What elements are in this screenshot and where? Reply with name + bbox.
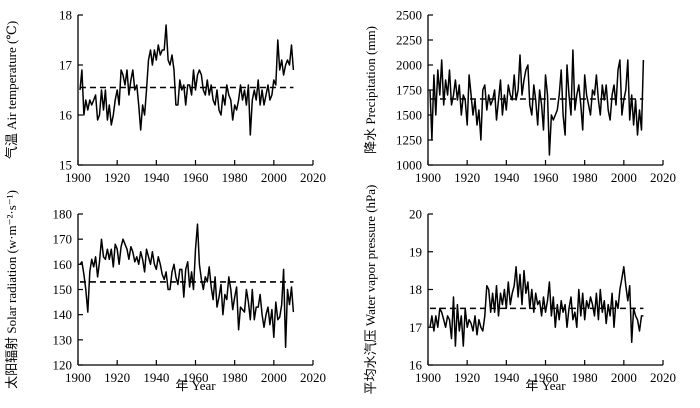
chart-panel-3: 120 130 140 150 160 170 180 1900 1920 1940 1960 198… — [4, 190, 326, 393]
x-tick-label: 1960 — [533, 370, 559, 385]
x-tick-label: 1940 — [143, 370, 169, 385]
x-tick-label: 1940 — [493, 170, 519, 185]
x-tick-label: 2020 — [650, 170, 676, 185]
y-tick-label: 17 — [59, 58, 73, 73]
x-tick-label: 1960 — [533, 170, 559, 185]
y-tick-label: 17 — [409, 320, 423, 335]
y-tick-label: 2500 — [396, 8, 422, 23]
x-tick-label: 1900 — [65, 370, 91, 385]
y-axis-label: 太阳辐射 Solar radiation (w·m⁻²·s⁻¹) — [4, 190, 19, 389]
x-tick-label: 1960 — [183, 370, 209, 385]
x-tick-label: 2000 — [261, 370, 287, 385]
x-tick-label: 1980 — [572, 370, 598, 385]
x-tick-label: 1960 — [183, 170, 209, 185]
y-tick-label: 130 — [53, 332, 73, 347]
y-tick-label: 180 — [53, 207, 73, 222]
y-tick-label: 170 — [53, 232, 73, 247]
series-line — [79, 24, 295, 136]
x-tick-label: 2000 — [261, 170, 287, 185]
y-tick-label: 16 — [59, 108, 73, 123]
y-axis-label: 平均水汽压 Water vapor pressure (hPa) — [363, 185, 378, 395]
y-tick-label: 1250 — [396, 133, 422, 148]
y-axis-label: 气温 Air temperature (℃) — [4, 21, 19, 159]
y-tick-label: 20 — [409, 207, 422, 222]
y-tick-label: 2250 — [396, 33, 422, 48]
x-tick-label: 1900 — [415, 370, 441, 385]
x-tick-label: 1980 — [222, 370, 248, 385]
x-tick-label: 2020 — [300, 170, 326, 185]
y-tick-label: 19 — [409, 244, 422, 259]
series-line — [429, 266, 644, 347]
chart-panel-2: 1000 1250 1500 1750 2000 2250 2500 1900 1920 1940… — [363, 8, 676, 186]
x-axis-label: 年 Year — [525, 378, 566, 393]
x-tick-label: 2020 — [300, 370, 326, 385]
y-tick-label: 16 — [409, 358, 423, 373]
series-line — [79, 223, 295, 349]
y-axis-label: 降水 Precipitation (mm) — [363, 26, 378, 154]
x-tick-label: 1900 — [415, 170, 441, 185]
x-tick-label: 1980 — [222, 170, 248, 185]
x-tick-label: 1900 — [65, 170, 91, 185]
chart-panel-1: 15 16 17 18 1900 1920 1940 1960 1980 2000 2020 气温 A… — [4, 8, 326, 186]
y-tick-label: 15 — [59, 158, 72, 173]
y-tick-label: 1000 — [396, 158, 422, 173]
x-tick-label: 2020 — [650, 370, 676, 385]
y-tick-label: 150 — [53, 282, 73, 297]
y-tick-label: 120 — [53, 358, 73, 373]
y-tick-label: 1750 — [396, 83, 422, 98]
x-tick-label: 1940 — [143, 170, 169, 185]
y-tick-label: 2000 — [396, 58, 422, 73]
y-tick-label: 160 — [53, 257, 73, 272]
x-tick-label: 2000 — [611, 370, 637, 385]
series-line — [429, 49, 645, 156]
x-tick-label: 1920 — [104, 170, 130, 185]
y-tick-label: 1500 — [396, 108, 422, 123]
y-tick-label: 140 — [53, 307, 73, 322]
x-tick-label: 1980 — [572, 170, 598, 185]
x-tick-label: 2000 — [611, 170, 637, 185]
x-tick-label: 1920 — [454, 170, 480, 185]
y-tick-label: 18 — [59, 8, 72, 23]
x-tick-label: 1920 — [104, 370, 130, 385]
x-tick-label: 1940 — [493, 370, 519, 385]
x-axis-label: 年 Year — [175, 378, 216, 393]
y-tick-label: 18 — [409, 282, 422, 297]
x-tick-label: 1920 — [454, 370, 480, 385]
